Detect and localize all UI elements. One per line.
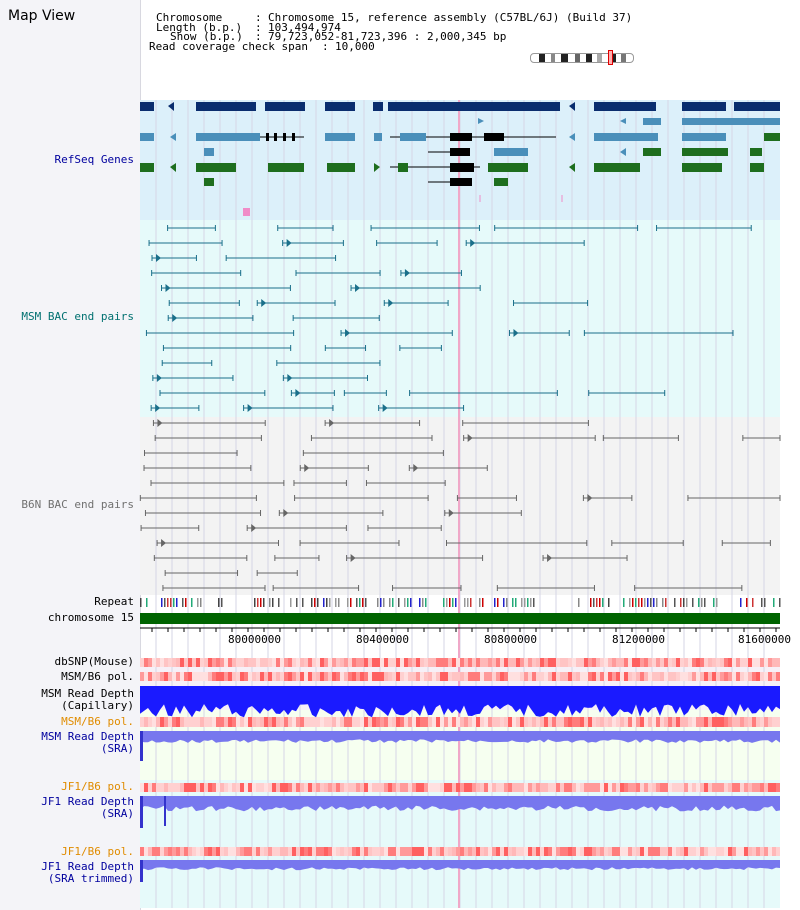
- track-label-sidebar: [0, 0, 141, 910]
- span-colon: :: [322, 40, 329, 53]
- msm-bac-label[interactable]: MSM BAC end pairs: [21, 310, 134, 323]
- map-view-title: Map View: [8, 8, 76, 24]
- show-label: Show (b.p.): [170, 30, 243, 43]
- span-label: Read coverage check span: [149, 40, 308, 53]
- repeat-label[interactable]: Repeat: [94, 595, 134, 608]
- length-label: Length (b.p.): [156, 21, 243, 34]
- vertical-grid: [155, 100, 765, 908]
- chromosome-track-label[interactable]: chromosome 15: [47, 611, 134, 624]
- length-value: 103,494,974: [268, 21, 341, 34]
- repeat-track: [140, 598, 781, 607]
- show-colon: :: [255, 30, 262, 43]
- msm-b6-pol-label-2[interactable]: MSM/B6 pol.: [61, 715, 134, 728]
- chromosome-value: Chromosome 15, reference assembly (C57BL…: [268, 11, 633, 24]
- heat-strips: [140, 658, 780, 856]
- chromosome-bar: [140, 613, 780, 624]
- jf1-depth-trimmed-sub: (SRA trimmed): [47, 872, 134, 885]
- msm-b6-pol-label[interactable]: MSM/B6 pol.: [61, 670, 134, 683]
- axis-tick-label: 80800000: [484, 633, 537, 646]
- read-depth-areas: [140, 686, 780, 882]
- axis-tick-label: 80400000: [356, 633, 409, 646]
- chromosome-label: Chromosome: [156, 11, 223, 24]
- dbsnp-label[interactable]: dbSNP(Mouse): [54, 655, 134, 668]
- jf1-b6-pol-label[interactable]: JF1/B6 pol.: [61, 780, 134, 793]
- msm-depth-capillary-label[interactable]: MSM Read Depth: [41, 687, 134, 700]
- b6n-bac-pairs: [139, 419, 781, 591]
- axis-tick-label: 80000000: [228, 633, 281, 646]
- chromosome-colon: :: [255, 11, 262, 24]
- refseq-genes-label[interactable]: RefSeq Genes: [54, 153, 134, 166]
- length-colon: :: [255, 21, 262, 34]
- refseq-genes: [140, 102, 780, 216]
- jf1-depth-sra-label[interactable]: JF1 Read Depth: [41, 795, 134, 808]
- axis-tick-label: 81600000: [738, 633, 791, 646]
- msm-depth-capillary-sub: (Capillary): [61, 699, 134, 712]
- msm-depth-sra-label[interactable]: MSM Read Depth: [41, 730, 134, 743]
- show-value: 79,723,052-81,723,396 : 2,000,345 bp: [268, 30, 507, 43]
- ideogram-position-marker[interactable]: [608, 50, 613, 65]
- chromosome-ideogram[interactable]: [530, 53, 634, 63]
- jf1-depth-trimmed-label[interactable]: JF1 Read Depth: [41, 860, 134, 873]
- jf1-b6-pol-label-2[interactable]: JF1/B6 pol.: [61, 845, 134, 858]
- msm-depth-sra-sub: (SRA): [100, 742, 134, 755]
- b6n-bac-label[interactable]: B6N BAC end pairs: [21, 498, 134, 511]
- span-value: 10,000: [335, 40, 375, 53]
- jf1-depth-sra-sub: (SRA): [100, 807, 134, 820]
- msm-bac-pairs: [145, 225, 752, 412]
- axis-minor-ticks: [151, 628, 777, 632]
- axis-tick-label: 81200000: [612, 633, 665, 646]
